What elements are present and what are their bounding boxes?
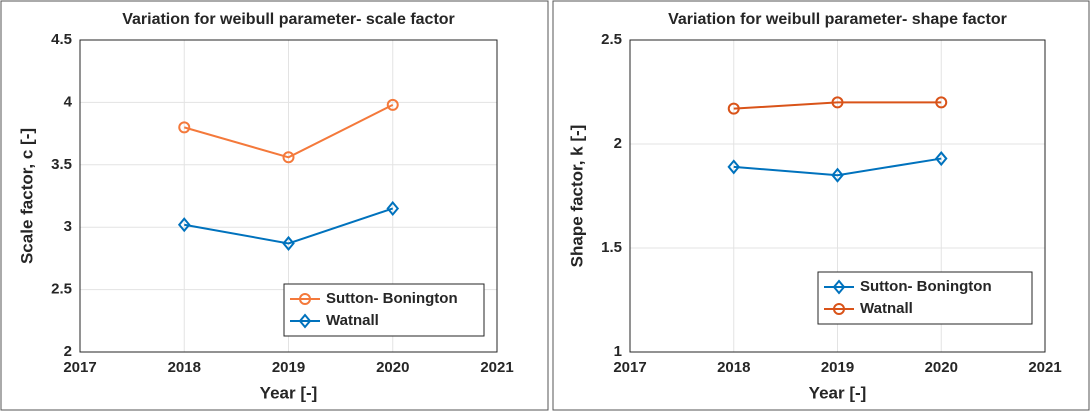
- marker: [299, 293, 311, 305]
- series-line: [184, 207, 394, 245]
- y-tick-label: 2: [614, 135, 622, 152]
- panel-frame: [552, 0, 1090, 411]
- x-tick-label: 2021: [480, 359, 513, 376]
- marker: [935, 96, 948, 109]
- marker: [282, 235, 295, 251]
- x-axis-label: Year [-]: [809, 383, 867, 402]
- chart-title: Variation for weibull parameter- scale f…: [122, 11, 455, 28]
- marker: [386, 200, 400, 217]
- y-tick-label: 2: [64, 343, 72, 360]
- series-line: [183, 104, 394, 159]
- legend-label: Watnall: [326, 312, 379, 329]
- x-tick-label: 2020: [925, 359, 958, 376]
- legend-box: [283, 283, 485, 337]
- marker: [298, 313, 312, 329]
- x-tick-label: 2019: [821, 359, 854, 376]
- series-line: [733, 157, 942, 177]
- y-tick-label: 2.5: [601, 31, 622, 48]
- y-axis-label: Shape factor, k [-]: [567, 125, 586, 268]
- x-tick-label: 2017: [613, 359, 646, 376]
- y-tick-label: 4: [64, 93, 73, 110]
- marker: [833, 303, 845, 315]
- marker: [178, 121, 191, 134]
- panel-frame: [0, 0, 549, 411]
- legend-label: Sutton- Bonington: [860, 278, 992, 295]
- x-tick-label: 2020: [376, 359, 409, 376]
- legend-label: Sutton- Bonington: [326, 290, 458, 307]
- y-tick-label: 4.5: [51, 31, 72, 48]
- y-tick-label: 1: [614, 343, 622, 360]
- x-tick-label: 2019: [272, 359, 305, 376]
- y-axis-label: Scale factor, c [-]: [17, 128, 36, 264]
- marker: [727, 102, 740, 115]
- x-tick-label: 2021: [1028, 359, 1061, 376]
- marker: [727, 159, 741, 175]
- axes-box: [629, 39, 1046, 353]
- legend-box: [817, 271, 1033, 325]
- y-tick-label: 2.5: [51, 281, 72, 298]
- series-line: [733, 101, 942, 110]
- marker: [282, 151, 295, 164]
- y-tick-label: 1.5: [601, 239, 622, 256]
- marker: [934, 150, 948, 167]
- axes-box: [79, 39, 498, 353]
- x-axis-label: Year [-]: [260, 383, 318, 402]
- marker: [831, 96, 844, 109]
- y-tick-label: 3.5: [51, 156, 72, 173]
- y-tick-label: 3: [64, 218, 72, 235]
- legend-label: Watnall: [860, 300, 913, 317]
- marker: [177, 217, 191, 233]
- marker: [832, 279, 846, 295]
- chart-title: Variation for weibull parameter- shape f…: [668, 11, 1007, 28]
- x-tick-label: 2017: [63, 359, 96, 376]
- marker: [386, 98, 399, 111]
- marker: [831, 167, 844, 183]
- x-tick-label: 2018: [168, 359, 201, 376]
- x-tick-label: 2018: [717, 359, 750, 376]
